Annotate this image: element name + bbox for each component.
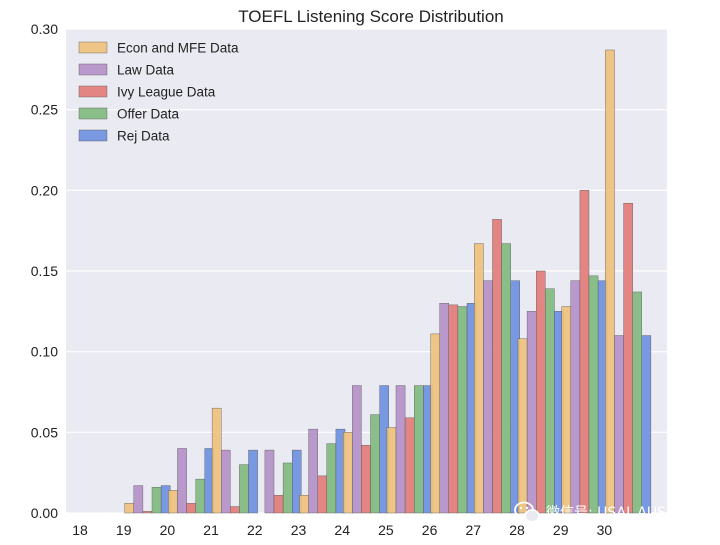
bar-econ-and-mfe-data-25 (386, 427, 397, 514)
watermark-text: 微信号: USAI_AUS (546, 505, 666, 521)
x-tick-label: 20 (160, 522, 176, 538)
bar-econ-and-mfe-data-23 (299, 495, 309, 514)
x-tick-label: 28 (509, 522, 525, 538)
bar-offer-data-25 (414, 385, 424, 514)
y-tick-label: 0.00 (31, 505, 58, 521)
bar-econ-and-mfe-data-30 (605, 49, 615, 514)
bar-law-data-19 (133, 485, 144, 514)
legend-swatch (78, 129, 108, 142)
x-axis-ticks: 18 19 20 21 22 23 24 25 26 27 28 29 30 (72, 522, 612, 538)
bar-law-data-22 (264, 449, 275, 514)
legend-swatch (78, 85, 108, 98)
bar-offer-data-19 (151, 486, 162, 514)
bar-rej-data-22 (292, 449, 302, 514)
bar-law-data-21 (220, 449, 231, 514)
legend-label: Offer Data (117, 107, 180, 122)
bar-ivy-league-data-29 (579, 190, 590, 514)
bar-law-data-30 (614, 335, 624, 514)
bar-ivy-league-data-22 (273, 495, 284, 514)
y-tick-label: 0.25 (31, 102, 58, 118)
chart-title: TOEFL Listening Score Distribution (238, 7, 504, 26)
y-tick-label: 0.10 (31, 344, 58, 360)
bar-ivy-league-data-26 (448, 304, 459, 514)
x-tick-label: 27 (466, 522, 482, 538)
bar-law-data-26 (439, 303, 450, 514)
x-tick-label: 29 (553, 522, 569, 538)
x-tick-label: 22 (247, 522, 263, 538)
bar-ivy-league-data-25 (404, 417, 415, 514)
x-tick-label: 23 (291, 522, 307, 538)
legend: Econ and MFE Data Law Data Ivy League Data… (78, 41, 239, 144)
bar-econ-and-mfe-data-28 (517, 338, 528, 514)
bar-law-data-23 (308, 428, 318, 514)
bar-econ-and-mfe-data-26 (430, 333, 440, 514)
y-tick-label: 0.05 (31, 424, 58, 440)
legend-label: Rej Data (117, 129, 170, 144)
bar-law-data-27 (483, 280, 493, 514)
bar-offer-data-27 (501, 243, 511, 514)
legend-swatch (78, 107, 108, 120)
bar-offer-data-21 (239, 464, 249, 514)
x-tick-label: 26 (422, 522, 438, 538)
bar-law-data-20 (177, 448, 187, 514)
bar-econ-and-mfe-data-21 (211, 407, 222, 514)
bar-ivy-league-data-20 (186, 503, 196, 514)
bars-group (124, 49, 652, 514)
watermark: 微信号: USAI_AUS (514, 501, 666, 523)
bar-ivy-league-data-23 (317, 475, 328, 514)
bar-econ-and-mfe-data-29 (561, 306, 572, 514)
bar-ivy-league-data-30 (623, 203, 633, 514)
x-tick-label: 24 (334, 522, 350, 538)
x-tick-label: 18 (72, 522, 88, 538)
bar-law-data-28 (526, 311, 537, 514)
legend-label: Ivy League Data (117, 85, 216, 100)
x-tick-label: 25 (378, 522, 394, 538)
bar-law-data-25 (395, 385, 406, 514)
bar-law-data-29 (570, 280, 581, 514)
bar-ivy-league-data-24 (361, 445, 371, 514)
legend-swatch (78, 41, 108, 54)
bar-offer-data-29 (588, 275, 599, 514)
x-tick-label: 21 (203, 522, 219, 538)
y-axis-ticks: 0.00 0.05 0.10 0.15 0.20 0.25 0.30 (31, 21, 58, 521)
legend-label: Econ and MFE Data (117, 41, 239, 56)
bar-ivy-league-data-28 (536, 270, 546, 514)
bar-offer-data-26 (457, 306, 468, 514)
bar-offer-data-23 (326, 443, 337, 514)
bar-econ-and-mfe-data-19 (124, 503, 134, 514)
legend-label: Law Data (117, 63, 175, 78)
bar-econ-and-mfe-data-24 (343, 432, 353, 514)
bar-law-data-24 (352, 385, 362, 514)
bar-econ-and-mfe-data-20 (168, 490, 178, 514)
bar-offer-data-22 (282, 462, 293, 514)
bar-rej-data-30 (641, 335, 652, 514)
bar-offer-data-30 (632, 291, 643, 514)
y-tick-label: 0.30 (31, 21, 58, 37)
y-tick-label: 0.15 (31, 263, 58, 279)
bar-offer-data-20 (195, 478, 205, 514)
bar-ivy-league-data-27 (492, 219, 502, 514)
legend-swatch (78, 63, 108, 76)
x-tick-label: 30 (597, 522, 613, 538)
x-tick-label: 19 (116, 522, 132, 538)
bar-offer-data-28 (545, 288, 555, 514)
bar-econ-and-mfe-data-27 (474, 243, 484, 514)
bar-offer-data-24 (370, 414, 380, 514)
wechat-icon (514, 501, 540, 523)
bar-ivy-league-data-21 (230, 506, 240, 514)
bar-ivy-league-data-19 (142, 511, 153, 514)
bar-rej-data-21 (248, 449, 258, 514)
y-tick-label: 0.20 (31, 182, 58, 198)
